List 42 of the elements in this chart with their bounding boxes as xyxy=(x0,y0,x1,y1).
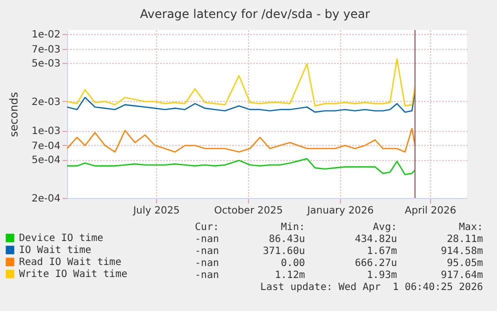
x-tick-label: January 2026 xyxy=(306,206,374,216)
text: 28.11m xyxy=(446,234,483,246)
y-tick-label: 7e-03 xyxy=(32,44,60,56)
y-tick-label: 2e-04 xyxy=(32,194,60,204)
legend-label: Write IO Wait time xyxy=(19,269,128,280)
text: -nan xyxy=(194,246,219,258)
text: Avg: xyxy=(372,222,397,234)
y-tick-label: 2e-03 xyxy=(32,96,60,108)
y-tick-label: 5e-04 xyxy=(32,155,60,166)
text: 914.58m xyxy=(440,246,483,258)
text: Last update: Wed Apr 1 06:40:25 2026 xyxy=(260,282,483,294)
chart-title: Average latency for /dev/sda - by year xyxy=(140,6,370,21)
text: 0.00 xyxy=(280,258,305,270)
text: -nan xyxy=(194,234,219,246)
legend-label: Device IO time xyxy=(19,233,104,244)
text: 666.27u xyxy=(354,258,397,270)
line-series xyxy=(67,158,416,176)
text: 917.64m xyxy=(440,270,483,282)
text: -nan xyxy=(194,258,219,270)
text: 371.60u xyxy=(262,246,305,258)
x-tick-label: July 2025 xyxy=(132,206,180,216)
text: 1.67m xyxy=(366,246,397,258)
text: 1.93m xyxy=(366,270,397,282)
x-tick-label: April 2026 xyxy=(404,206,456,216)
line-series xyxy=(67,58,416,106)
text: Min: xyxy=(280,222,305,234)
text: 95.05m xyxy=(446,258,483,270)
legend-label: IO Wait time xyxy=(19,245,92,256)
text: Cur: xyxy=(194,222,219,234)
text: 434.82u xyxy=(354,234,397,246)
text: 86.43u xyxy=(268,234,305,246)
text: -nan xyxy=(194,270,219,282)
text: Max: xyxy=(458,222,483,234)
y-tick-label: 1e-02 xyxy=(32,29,60,40)
x-tick-label: October 2025 xyxy=(214,206,283,216)
y-tick-label: 1e-03 xyxy=(32,126,60,138)
y-axis-title: seconds xyxy=(8,92,21,137)
y-tick-label: 5e-03 xyxy=(32,58,60,70)
text: 1.12m xyxy=(274,270,305,282)
legend-label: Read IO Wait time xyxy=(19,257,122,268)
y-tick-label: 7e-04 xyxy=(32,140,60,152)
line-series xyxy=(67,128,416,153)
